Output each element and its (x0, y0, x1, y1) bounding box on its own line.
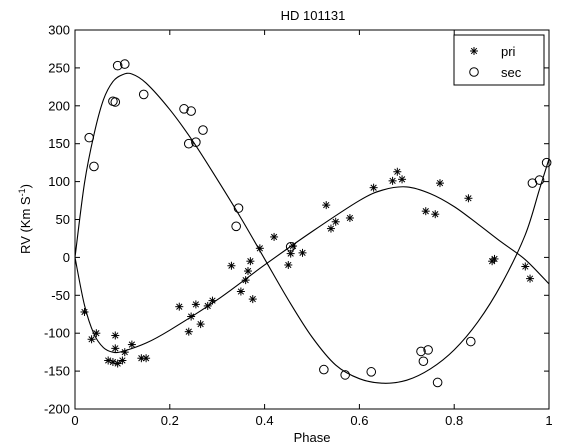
y-tick-label: -100 (44, 326, 70, 341)
fit-curve-pri (75, 186, 549, 354)
data-point-pri (80, 307, 89, 316)
legend-marker-pri (470, 47, 478, 55)
data-point-sec (423, 345, 433, 355)
data-point-sec (233, 203, 244, 213)
data-point-sec (319, 364, 329, 375)
data-point-pri (248, 295, 257, 304)
data-point-sec (119, 59, 130, 69)
y-tick-label: 0 (63, 250, 70, 265)
data-point-pri (388, 176, 397, 185)
x-tick-label: 0.6 (350, 413, 368, 428)
data-point-pri (92, 329, 101, 338)
y-tick-label: -150 (44, 364, 70, 379)
data-point-pri (87, 335, 96, 344)
plot-area (74, 29, 550, 410)
x-tick-label: 1 (545, 413, 552, 428)
data-point-pri (521, 262, 530, 271)
data-point-pri (270, 232, 279, 241)
data-point-pri (127, 340, 136, 349)
fit-curve-sec (75, 72, 549, 384)
data-point-sec (366, 367, 377, 377)
data-point-pri (398, 175, 407, 184)
data-point-pri (111, 331, 120, 340)
data-point-pri (208, 296, 217, 305)
data-point-pri (236, 287, 245, 296)
data-point-pri (203, 301, 212, 310)
data-point-pri (241, 276, 250, 285)
y-tick-label: 150 (48, 136, 70, 151)
data-point-sec (191, 137, 201, 147)
legend-label-pri: pri (501, 44, 516, 59)
y-tick-label: 250 (48, 60, 70, 75)
y-tick-label: -200 (44, 402, 70, 417)
y-tick-label: 50 (56, 212, 70, 227)
data-point-sec (340, 370, 350, 380)
data-point-pri (175, 302, 184, 311)
y-tick-label: 200 (48, 98, 70, 113)
data-point-pri (113, 359, 122, 368)
data-point-sec (84, 132, 95, 143)
data-point-pri (322, 201, 331, 210)
data-point-sec (183, 138, 194, 149)
y-axis-label: RV (Km S-1) (17, 184, 33, 254)
y-axis-label-close: ) (18, 184, 33, 188)
data-point-pri (191, 300, 200, 309)
data-point-pri (118, 356, 127, 365)
data-point-pri (255, 244, 264, 253)
data-point-pri (393, 167, 402, 176)
data-point-pri (196, 320, 205, 329)
data-point-pri (298, 248, 307, 257)
data-point-sec (138, 89, 149, 100)
data-point-pri (184, 327, 193, 336)
data-point-pri (431, 210, 440, 219)
data-point-pri (284, 260, 293, 269)
chart-title: HD 101131 (281, 8, 346, 23)
data-point-pri (187, 312, 196, 321)
x-axis-label: Phase (294, 430, 331, 445)
data-point-sec (179, 104, 189, 114)
data-point-pri (421, 207, 430, 216)
data-point-sec (112, 60, 123, 71)
data-point-sec (465, 336, 476, 347)
y-axis-label-superscript: -1 (17, 188, 27, 196)
data-point-pri (246, 257, 255, 266)
data-point-pri (331, 217, 340, 226)
data-point-sec (534, 175, 545, 185)
data-point-pri (111, 344, 120, 353)
data-point-sec (89, 161, 99, 172)
data-point-pri (345, 213, 354, 222)
x-tick-label: 0.4 (256, 413, 274, 428)
y-axis-label-main: RV (Km S (18, 196, 33, 254)
data-point-pri (464, 194, 473, 203)
data-point-pri (369, 183, 378, 192)
y-tick-label: -50 (51, 288, 70, 303)
data-point-pri (526, 274, 535, 283)
y-tick-label: 100 (48, 174, 70, 189)
x-tick-label: 0 (71, 413, 78, 428)
data-point-sec (186, 106, 196, 116)
x-tick-label: 0.8 (445, 413, 463, 428)
data-point-sec (418, 356, 429, 367)
data-point-pri (326, 224, 335, 233)
data-point-pri (120, 348, 129, 357)
legend-marker-sec (469, 67, 479, 77)
legend-box (453, 34, 545, 86)
chart-legend: pri sec (453, 34, 545, 86)
data-point-pri (142, 354, 151, 363)
data-point-sec (198, 125, 208, 135)
data-point-sec (110, 97, 121, 107)
data-point-sec (541, 157, 552, 168)
data-point-pri (227, 261, 236, 270)
data-point-pri (244, 267, 253, 276)
x-tick-label: 0.2 (161, 413, 179, 428)
data-point-sec (432, 377, 443, 388)
data-point-sec (231, 221, 241, 232)
legend-label-sec: sec (501, 65, 522, 80)
data-point-pri (490, 254, 499, 263)
data-point-sec (416, 346, 426, 357)
data-point-sec (285, 241, 296, 252)
y-tick-label: 300 (48, 23, 70, 38)
data-point-pri (435, 179, 444, 188)
